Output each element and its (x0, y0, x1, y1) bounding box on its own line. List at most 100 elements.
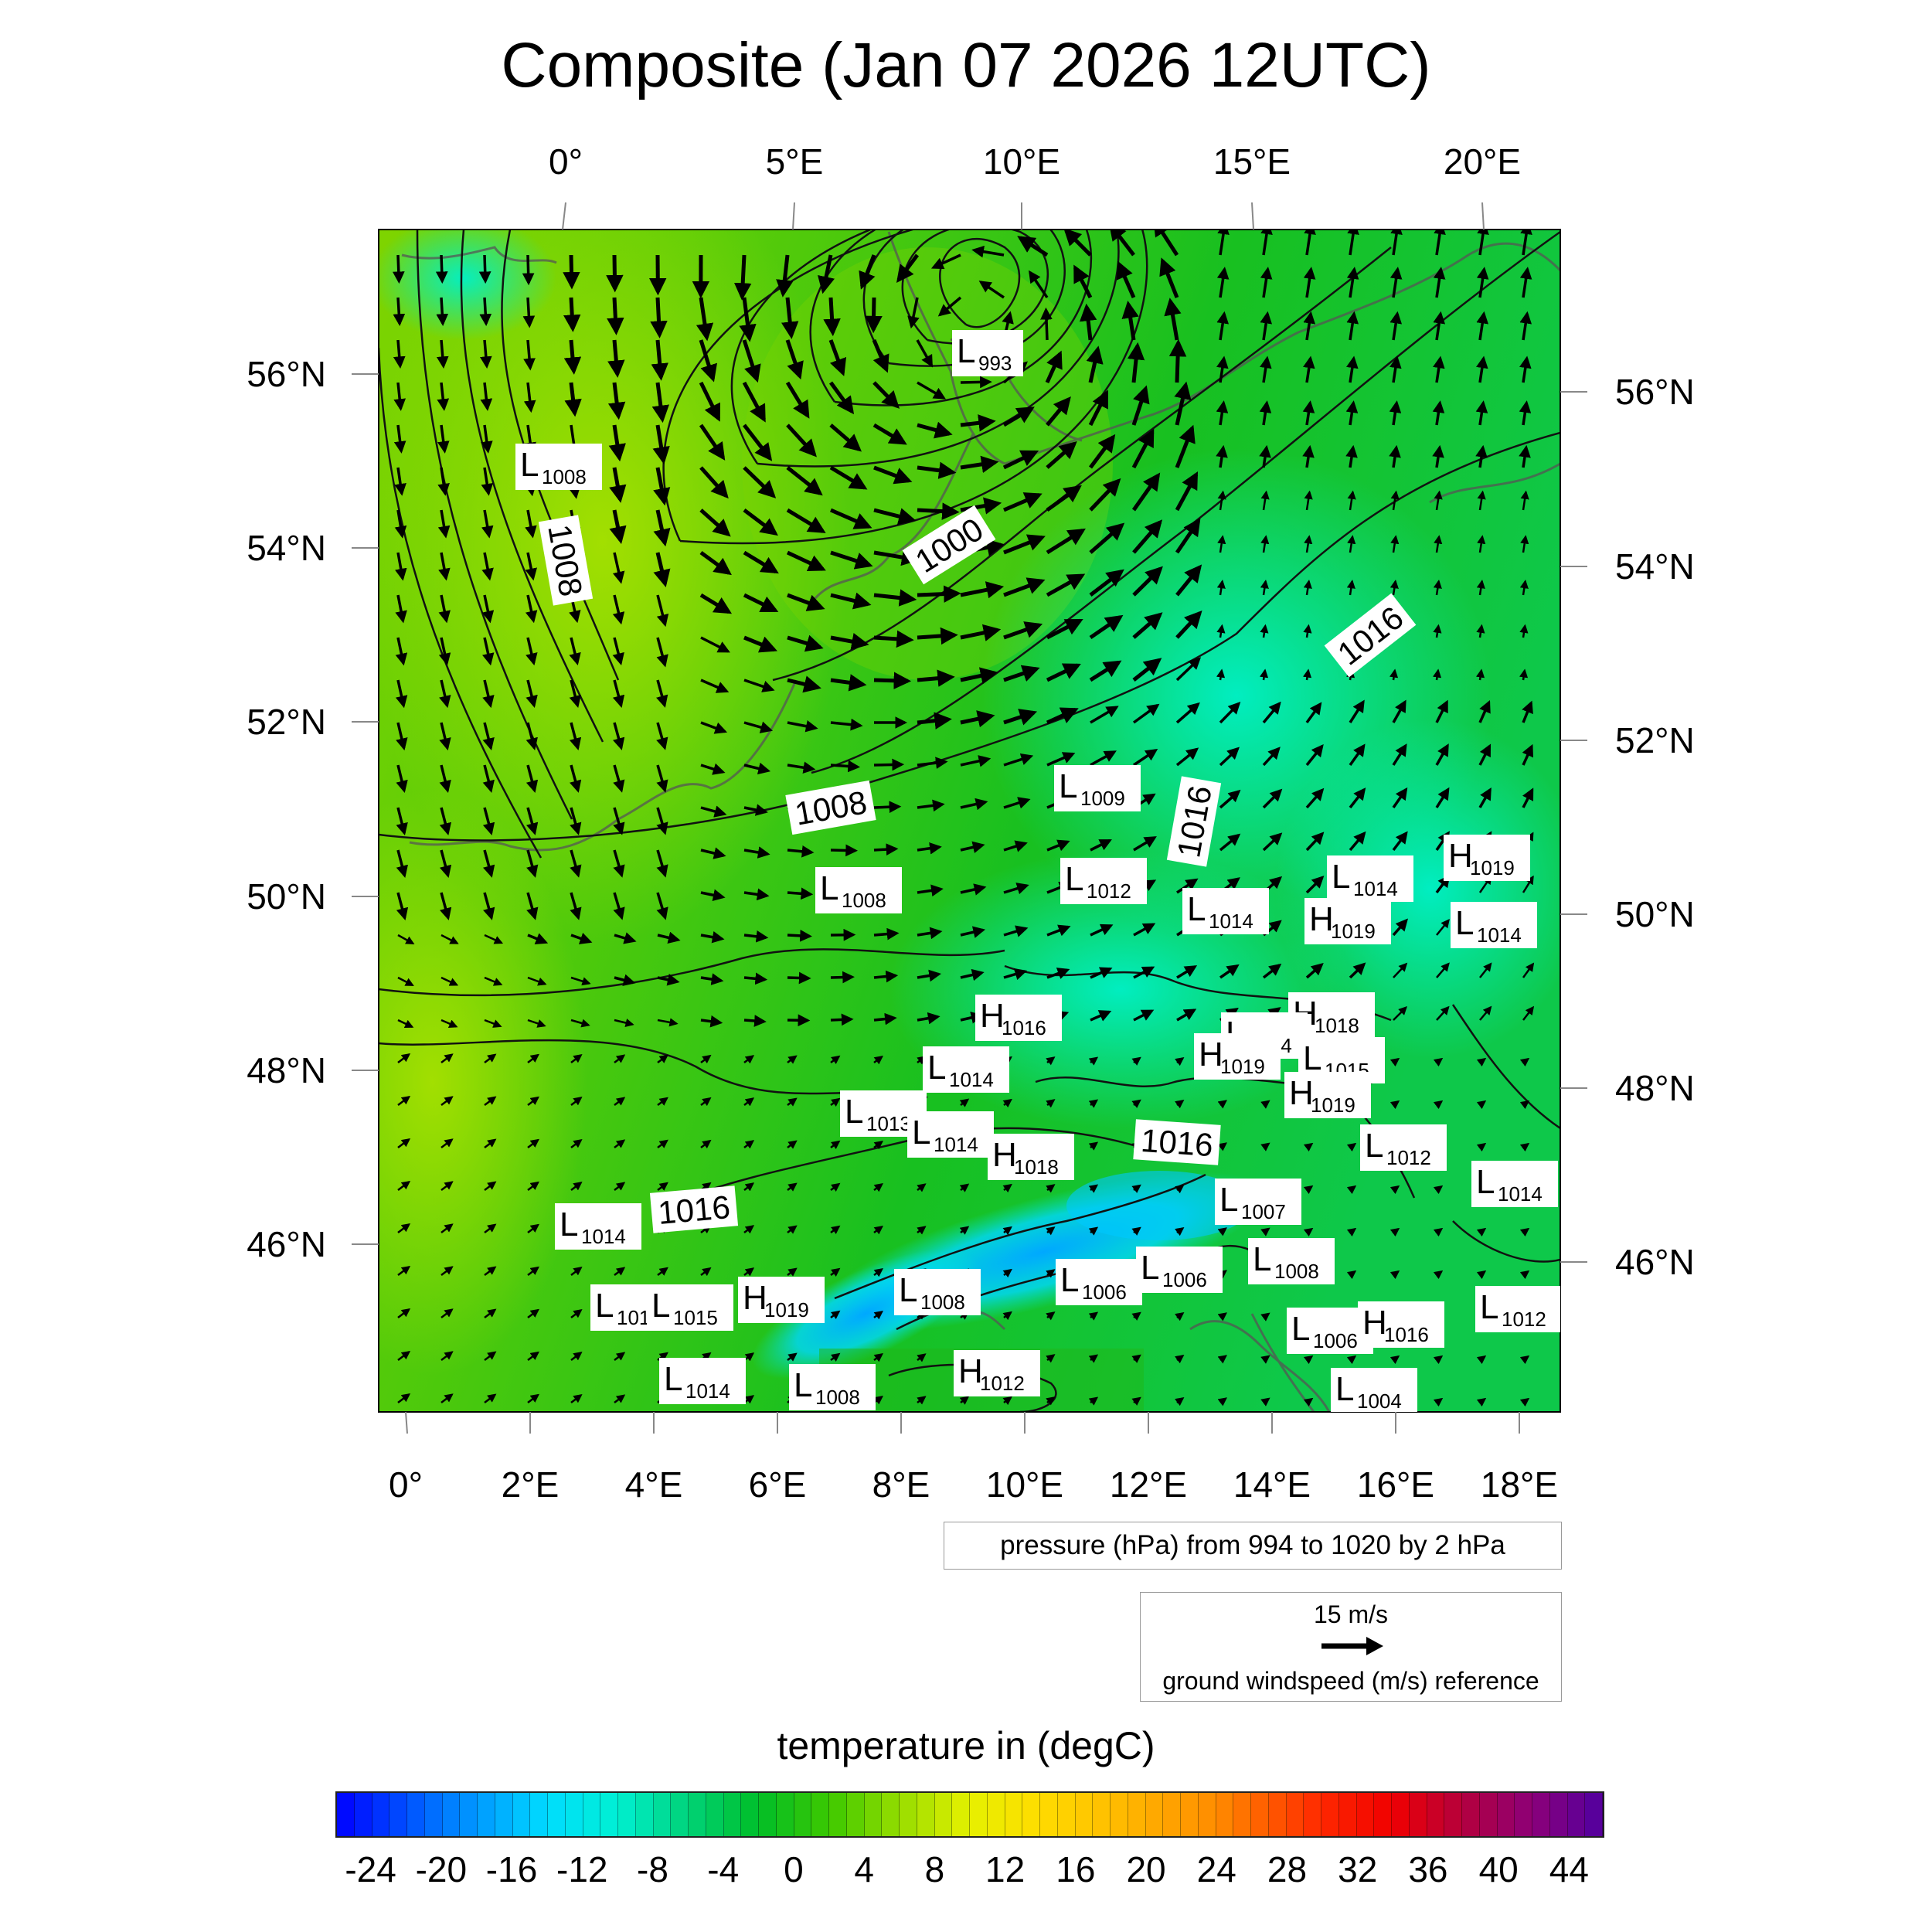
pressure-center-letter: L (1060, 1261, 1079, 1299)
wind-arrow (396, 722, 408, 751)
wind-arrow (1260, 579, 1269, 596)
bottom-tick-label: 8°E (872, 1464, 930, 1505)
wind-arrow (873, 672, 912, 689)
wind-arrow (830, 1267, 841, 1277)
wind-arrow (1217, 490, 1226, 511)
colorbar-swatch (565, 1793, 583, 1836)
wind-arrow (1046, 441, 1077, 469)
wind-arrow (1219, 789, 1241, 809)
wind-arrow (873, 970, 899, 983)
wind-arrow (656, 637, 668, 668)
wind-arrow (484, 1138, 497, 1149)
wind-arrow (1217, 1142, 1227, 1151)
pressure-center-letter: L (1219, 1181, 1238, 1219)
left-tick-label: 50°N (247, 876, 326, 917)
wind-arrow (1219, 833, 1241, 852)
pressure-center-value: 1008 (842, 889, 886, 912)
wind-arrow (1349, 787, 1366, 809)
wind-arrow (1046, 1396, 1056, 1406)
wind-arrow (1040, 307, 1053, 341)
wind-arrow (787, 1182, 798, 1192)
wind-arrow (484, 1053, 497, 1064)
wind-arrow (481, 424, 493, 454)
wind-arrow (394, 467, 406, 496)
wind-arrow (787, 675, 821, 693)
wind-arrow (1003, 665, 1040, 682)
colorbar-tick-label: -16 (485, 1849, 538, 1889)
wind-arrow (699, 509, 731, 537)
wind-arrow (1346, 1185, 1357, 1195)
pressure-center-letter: L (820, 869, 838, 907)
pressure-center-letter: L (1065, 860, 1083, 898)
wind-arrow (481, 552, 494, 581)
wind-arrow (438, 552, 451, 581)
wind-arrow (1088, 1311, 1099, 1321)
wind-arrow (873, 1012, 897, 1026)
wind-arrow (700, 1054, 712, 1064)
pressure-center-low: L 1012 (1475, 1286, 1560, 1332)
wind-arrow (527, 1266, 540, 1276)
wind-arrow (609, 509, 627, 545)
wind-arrow (436, 339, 449, 369)
pressure-center-box (1358, 1301, 1444, 1348)
wind-arrow (696, 297, 714, 342)
wind-arrow (607, 339, 625, 378)
wind-arrow (743, 888, 770, 901)
colorbar-swatch (829, 1793, 847, 1836)
wind-arrow (1519, 444, 1531, 468)
wind-arrow (651, 382, 669, 423)
wind-arrow (739, 297, 757, 342)
wind-arrow (1133, 1009, 1155, 1022)
wind-arrow (479, 297, 492, 327)
wind-arrow (570, 1054, 583, 1064)
colorbar-swatch (1181, 1793, 1199, 1836)
pressure-center-value: 1007 (1241, 1200, 1286, 1223)
wind-arrow (652, 424, 670, 464)
pressure-center-box (1136, 1247, 1223, 1293)
wind-arrow (1520, 230, 1532, 256)
contour-label: 1016 (656, 1189, 731, 1231)
wind-arrow (960, 497, 1002, 515)
colorbar-swatch (407, 1793, 425, 1836)
wind-arrow (1346, 1227, 1357, 1237)
colorbar-swatch (548, 1793, 566, 1836)
bottom-tick-label: 14°E (1233, 1464, 1311, 1505)
wind-arrow (787, 1352, 798, 1362)
wind-arrow (1088, 1056, 1099, 1066)
wind-arrow (1475, 668, 1485, 681)
bottom-tick-label: 6°E (749, 1464, 807, 1505)
wind-arrow (569, 722, 582, 750)
wind-arrow (1090, 923, 1114, 937)
wind-arrow (396, 892, 409, 920)
pressure-caption: pressure (hPa) from 994 to 1020 by 2 hPa (944, 1522, 1562, 1570)
wind-arrow (612, 594, 625, 625)
wind-arrow (1303, 355, 1315, 383)
wind-arrow (787, 1140, 798, 1149)
wind-arrow (1259, 668, 1269, 681)
pressure-center-box (815, 867, 902, 913)
wind-arrow (482, 764, 495, 793)
wind-arrow (1133, 966, 1155, 979)
pressure-center-box (1056, 1259, 1142, 1305)
wind-arrow (397, 934, 415, 944)
bottom-tick-label: 12°E (1110, 1464, 1187, 1505)
wind-arrow (1176, 878, 1199, 894)
pressure-center-box (1215, 1179, 1301, 1225)
wind-arrow (960, 455, 999, 473)
wind-arrow (830, 633, 869, 651)
wind-arrow (1046, 1354, 1056, 1363)
wind-arrow (830, 718, 863, 731)
wind-arrow (1392, 699, 1406, 723)
colorbar-tick-label: -20 (415, 1849, 468, 1889)
wind-arrow (960, 414, 996, 432)
wind-arrow (960, 883, 987, 896)
wind-arrow (1046, 1056, 1056, 1066)
wind-arrow (397, 1308, 411, 1319)
wind-arrow (1175, 471, 1199, 512)
